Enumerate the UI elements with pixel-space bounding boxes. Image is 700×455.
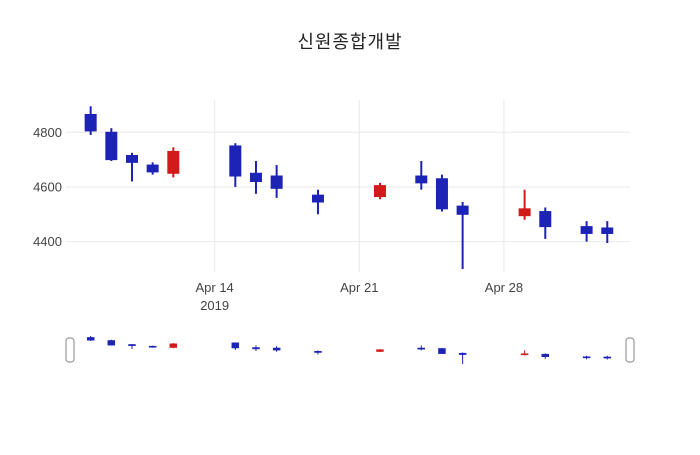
mini-candle	[314, 350, 322, 355]
candle	[84, 106, 97, 136]
candle	[373, 182, 386, 200]
range-slider-track[interactable]	[70, 332, 630, 368]
mini-candle	[417, 345, 426, 351]
mini-candle	[541, 353, 550, 359]
candle	[167, 147, 180, 178]
mini-candle	[169, 343, 178, 349]
mini-candle	[86, 336, 95, 341]
mini-candle	[128, 344, 136, 349]
y-tick-label: 4400	[33, 234, 62, 249]
mini-candle	[252, 345, 260, 352]
mini-candle	[458, 352, 467, 364]
candle	[456, 201, 469, 269]
mini-candle	[438, 347, 446, 355]
candle	[601, 221, 614, 244]
x-tick-label: Apr 28	[485, 280, 523, 295]
y-tick-label: 4600	[33, 179, 62, 194]
candle	[415, 160, 428, 190]
candle	[580, 221, 593, 242]
x-tick-label: Apr 21	[340, 280, 378, 295]
range-slider[interactable]	[65, 332, 635, 368]
mini-candle	[272, 346, 281, 352]
mini-candle	[376, 349, 384, 352]
gridlines: 4400 4600 4800 Apr 14 2019 Apr 21 Apr 28	[33, 100, 630, 313]
candle	[539, 207, 552, 239]
candle	[125, 152, 138, 182]
candle	[105, 128, 118, 161]
y-tick-label: 4800	[33, 125, 62, 140]
candle	[435, 174, 448, 212]
candle	[311, 189, 324, 215]
mini-candle	[107, 339, 116, 346]
mini-candle	[231, 342, 240, 350]
candle	[270, 165, 283, 198]
candle	[518, 189, 531, 220]
mini-candle	[603, 355, 612, 360]
mini-candle	[148, 345, 157, 348]
x-tick-label: Apr 14	[195, 280, 233, 295]
mini-candle	[520, 350, 529, 356]
candlestick-series	[84, 106, 614, 269]
mini-candle	[582, 355, 591, 360]
candle	[229, 143, 242, 187]
candle	[249, 160, 262, 194]
range-slider-handle-left[interactable]	[65, 337, 75, 363]
range-slider-handle-right[interactable]	[625, 337, 635, 363]
candle	[146, 162, 159, 175]
x-tick-sublabel: 2019	[200, 298, 229, 313]
chart-title: 신원종합개발	[297, 32, 403, 52]
